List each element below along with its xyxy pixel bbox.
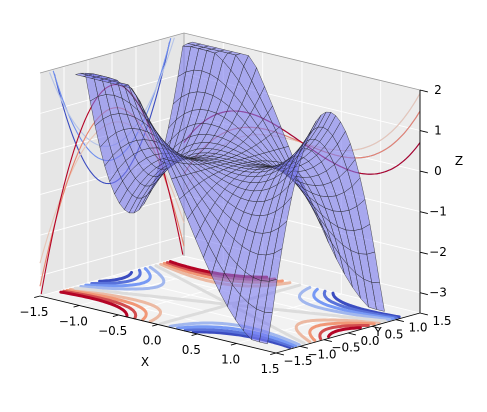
y-tick-mark: [275, 352, 284, 356]
y-tick-mark: [395, 319, 404, 323]
z-tick-label: 0: [434, 164, 442, 178]
z-tick-mark: [419, 292, 428, 296]
floor-contour-line: [90, 268, 398, 348]
z-tick-mark: [419, 211, 428, 214]
y-tick-label: 0.5: [384, 327, 403, 341]
surface-mesh: [74, 41, 385, 345]
x-tick-mark: [152, 324, 159, 327]
z-tick-mark: [419, 130, 428, 133]
surface-facet: [259, 311, 273, 345]
z-tick-mark: [419, 170, 428, 174]
x-tick-mark: [230, 343, 237, 346]
z-tick-label: −1: [429, 205, 447, 219]
floor-contour-line: [84, 267, 395, 348]
z-tick-mark: [419, 251, 428, 255]
x-tick-mark: [34, 295, 41, 299]
y-tick-mark: [419, 312, 428, 316]
y-tick-mark: [371, 325, 380, 329]
z-tick-label: −2: [429, 245, 447, 259]
x-tick-mark: [270, 352, 277, 356]
x-tick-mark: [73, 305, 80, 308]
axis-lines: [34, 89, 428, 356]
x-tick-label: −1.0: [59, 315, 88, 329]
x-tick-label: 0.0: [142, 334, 161, 348]
z-tick-label: −3: [429, 286, 447, 300]
x-tick-label: 1.0: [221, 353, 240, 367]
y-tick-label: −0.5: [331, 341, 360, 355]
y-axis-label: Y: [373, 325, 382, 339]
x-tick-mark: [112, 314, 119, 318]
y-tick-label: −1.0: [307, 347, 336, 361]
y-tick-mark: [299, 345, 308, 349]
x-tick-label: −1.5: [19, 305, 48, 319]
x-axis-label: X: [141, 355, 149, 369]
x-tick-label: −0.5: [98, 324, 127, 338]
y-tick-label: 1.5: [432, 314, 451, 328]
y-tick-mark: [347, 332, 356, 336]
y-tick-label: 0.0: [360, 334, 379, 348]
tick-labels: −1.5−1.0−0.50.00.51.01.5−1.5−1.0−0.5 0.0 0…: [19, 83, 451, 376]
z-tick-label: 1: [434, 124, 442, 138]
x-tick-mark: [191, 333, 198, 337]
x-tick-label: 0.5: [182, 343, 201, 357]
z-tick-label: 2: [434, 83, 442, 97]
y-tick-mark: [323, 339, 332, 343]
z-axis-label: Z: [455, 154, 463, 168]
y-tick-label: −1.5: [283, 354, 312, 368]
z-tick-mark: [419, 89, 428, 93]
y-tick-label: 1.0: [408, 321, 427, 335]
x-tick-label: 1.5: [260, 362, 279, 376]
